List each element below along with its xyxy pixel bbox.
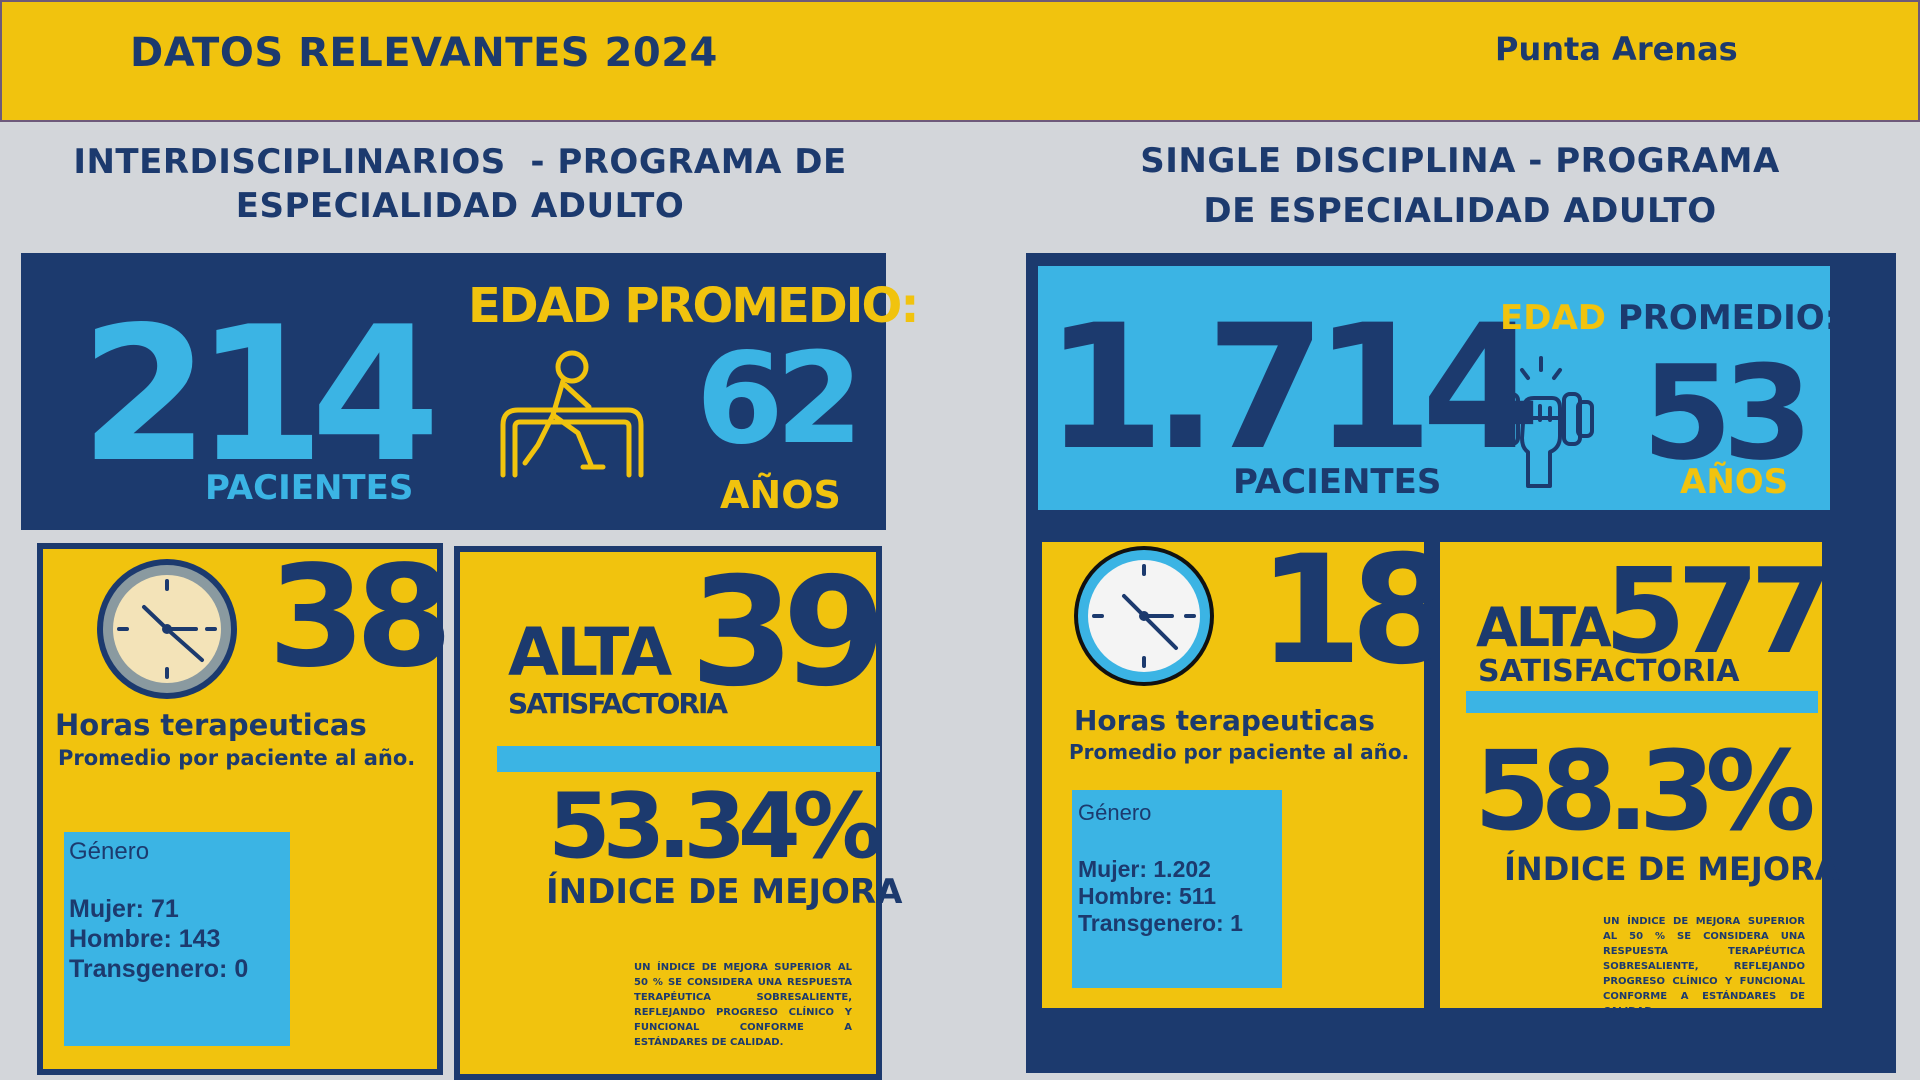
left-improvement-label: ÍNDICE DE MEJORA [546, 872, 903, 912]
left-hours-label: Horas terapeuticas [55, 708, 367, 742]
header-banner [0, 0, 1920, 122]
right-age-heading: EDAD PROMEDIO: [1500, 298, 1838, 338]
right-hours-sub: Promedio por paciente al año. [1069, 740, 1410, 764]
left-age-heading: EDAD PROMEDIO: [468, 278, 920, 334]
left-patients-label: PACIENTES [205, 468, 414, 508]
right-summary-panel [1038, 266, 1830, 510]
left-summary-panel [21, 253, 886, 530]
right-alta-card [1434, 536, 1828, 1014]
right-age-heading-b: PROMEDIO: [1617, 298, 1839, 338]
right-gender-trans: Transgenero: 1 [1078, 910, 1243, 936]
left-alta-label: ALTA [508, 614, 672, 691]
left-title-line1: INTERDISCIPLINARIOS - PROGRAMA DE [73, 142, 847, 182]
right-gender-female: Mujer: 1.202 [1078, 856, 1211, 882]
clock-icon [94, 556, 240, 702]
left-gender-trans: Transgenero: 0 [69, 955, 249, 983]
left-title-line2: ESPECIALIDAD ADULTO [235, 186, 685, 226]
clock-icon [1072, 544, 1216, 688]
right-divider-bar [1466, 691, 1818, 713]
walker-icon [493, 345, 649, 485]
right-alta-sub: SATISFACTORIA [1478, 654, 1740, 689]
left-improvement-note: UN ÍNDICE DE MEJORA SUPERIOR AL 50 % SE … [634, 962, 852, 1048]
page-title: DATOS RELEVANTES 2024 [130, 30, 718, 76]
left-gender-male: Hombre: 143 [69, 925, 221, 953]
right-age-unit: AÑOS [1680, 462, 1789, 502]
dumbbell-fist-icon [1488, 354, 1594, 490]
left-divider-bar [497, 746, 880, 772]
right-improvement-note: UN ÍNDICE DE MEJORA SUPERIOR AL 50 % SE … [1603, 916, 1805, 1017]
right-alta-label: ALTA [1476, 596, 1612, 659]
left-age-value: 62 [696, 325, 863, 472]
left-gender-title: Género [69, 838, 150, 865]
left-hours-value: 38 [268, 536, 453, 699]
left-alta-value: 39 [690, 546, 887, 720]
right-hours-value: 18 [1258, 524, 1455, 698]
right-age-heading-a: EDAD [1500, 298, 1606, 338]
right-gender-male: Hombre: 511 [1078, 883, 1217, 909]
right-hours-label: Horas terapeuticas [1074, 704, 1375, 737]
right-alta-value: 577 [1604, 542, 1832, 680]
left-improvement-value: 53.34% [548, 774, 883, 879]
right-section-title: SINGLE DISCIPLINA - PROGRAMA DE ESPECIAL… [1080, 136, 1840, 236]
left-hours-sub: Promedio por paciente al año. [58, 746, 416, 770]
left-age-unit: AÑOS [720, 473, 841, 517]
left-gender-box: Género Mujer: 71 Hombre: 143 Transgenero… [64, 832, 290, 1046]
city-label: Punta Arenas [1495, 30, 1738, 68]
right-title-line1: SINGLE DISCIPLINA - PROGRAMA [1140, 141, 1780, 181]
left-alta-sub: SATISFACTORIA [508, 687, 728, 720]
left-alta-card [454, 546, 882, 1080]
right-patients-count: 1.714 [1045, 287, 1541, 488]
right-improvement-value: 58.3% [1474, 727, 1816, 855]
right-improvement-label: ÍNDICE DE MEJORA [1504, 850, 1840, 888]
right-gender-box: Género Mujer: 1.202 Hombre: 511 Transgen… [1072, 790, 1282, 988]
right-age-value: 53 [1642, 337, 1813, 489]
right-title-line2: DE ESPECIALIDAD ADULTO [1203, 191, 1717, 231]
right-patients-label: PACIENTES [1233, 462, 1442, 502]
left-gender-female: Mujer: 71 [69, 895, 179, 923]
left-section-title: INTERDISCIPLINARIOS - PROGRAMA DE ESPECI… [40, 140, 880, 228]
left-patients-count: 214 [80, 286, 440, 503]
right-gender-title: Género [1078, 800, 1152, 825]
